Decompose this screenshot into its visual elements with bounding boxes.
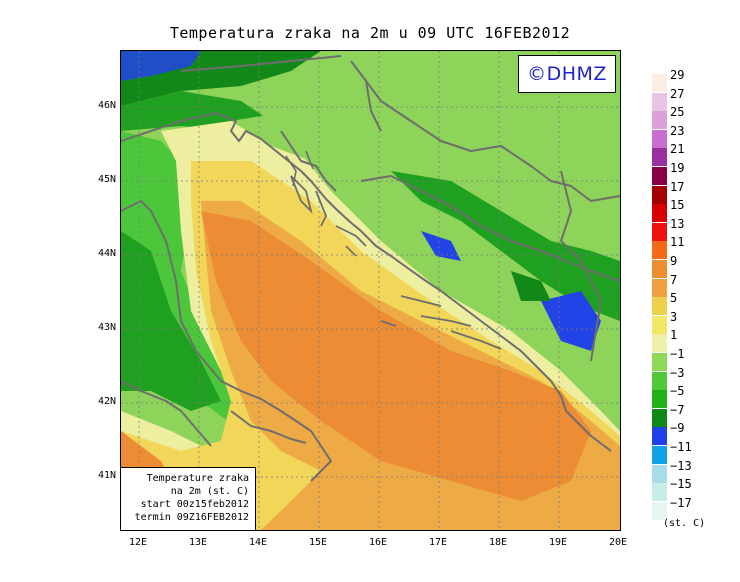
lat-label-45n: 45N	[97, 174, 116, 185]
legend-swatch	[652, 464, 667, 483]
lon-label-13e: 13E	[188, 537, 208, 548]
lat-label-42n: 42N	[97, 396, 116, 407]
legend-label: 23	[670, 123, 685, 138]
coast-green	[231, 111, 620, 381]
dinaric-cold-zone	[391, 171, 620, 321]
legend-label: 27	[670, 86, 685, 101]
legend-label: 29	[670, 68, 685, 82]
lon-label-12e: 12E	[128, 537, 148, 548]
legend-swatch	[652, 446, 667, 464]
lat-label-46n: 46N	[97, 100, 116, 111]
info-line-4: termin 09Z16FEB2012	[134, 512, 249, 523]
legend-swatch	[652, 260, 667, 278]
legend-swatch	[652, 501, 667, 520]
legend-label: 25	[670, 105, 685, 120]
info-line-1: Temperature zraka	[146, 473, 249, 484]
dhmz-logo: ©DHMZ	[518, 55, 616, 93]
lon-label-18e: 18E	[488, 537, 508, 548]
legend-label: −1	[670, 347, 685, 361]
sea-orange-zone	[201, 211, 591, 501]
italy-dark-green	[121, 231, 221, 411]
lon-label-15e: 15E	[308, 537, 328, 548]
legend-swatch	[652, 222, 667, 241]
legend-swatch	[652, 74, 667, 92]
legend-swatch	[652, 297, 667, 316]
legend-swatch	[652, 371, 667, 390]
legend-label: −5	[670, 384, 685, 399]
graticule	[121, 51, 620, 530]
islands	[290, 175, 502, 350]
legend-swatch	[652, 408, 667, 427]
cold-spot-1	[421, 231, 461, 261]
legend-label: 5	[670, 291, 678, 306]
lat-label-43n: 43N	[97, 322, 116, 333]
legend-swatch	[652, 483, 667, 502]
lon-label-14e: 14E	[248, 537, 268, 548]
lon-label-17e: 17E	[428, 537, 448, 548]
lon-label-20e: 20E	[608, 537, 628, 548]
legend-label: 7	[670, 272, 678, 287]
legend-label: −11	[670, 440, 692, 454]
legend-swatch	[652, 334, 667, 353]
lon-label-19e: 19E	[548, 537, 568, 548]
legend-label: 3	[670, 309, 678, 324]
legend-swatch	[652, 129, 667, 148]
legend-swatch	[652, 92, 667, 111]
legend-label: 13	[670, 216, 685, 231]
cold-spot-2	[541, 291, 601, 351]
coastlines	[121, 55, 620, 482]
legend-swatch	[652, 390, 667, 409]
legend-label: 17	[670, 179, 685, 194]
alps-very-cold-zone	[121, 51, 201, 81]
map-title: Temperatura zraka na 2m u 09 UTC 16FEB20…	[169, 24, 571, 42]
legend-label: 15	[670, 198, 685, 213]
legend-swatch	[652, 204, 667, 223]
info-box: Temperature zraka na 2m (st. C) start 00…	[121, 467, 256, 530]
island-details	[285, 150, 357, 257]
legend-swatch	[652, 353, 667, 371]
legend-units: (st. C)	[663, 518, 706, 529]
legend-swatch	[652, 111, 667, 130]
lon-label-16e: 16E	[368, 537, 388, 548]
legend-label: −7	[670, 402, 685, 417]
legend-swatch	[652, 278, 667, 297]
legend-label: 1	[670, 328, 678, 343]
legend-swatch	[652, 427, 667, 446]
legend-label: −3	[670, 365, 685, 380]
info-line-3: start 00z15feb2012	[140, 499, 249, 510]
temperature-map[interactable]: ©DHMZ Temperature zraka na 2m (st. C) st…	[120, 50, 621, 531]
legend-label: −9	[670, 421, 685, 436]
legend-label: −13	[670, 458, 692, 473]
legend-label: −15	[670, 477, 692, 492]
legend-swatch	[652, 185, 667, 204]
legend-swatch	[652, 148, 667, 167]
legend-label: 11	[670, 235, 685, 250]
legend-label: 19	[670, 161, 685, 175]
legend-label: 9	[670, 254, 678, 268]
lat-label-44n: 44N	[97, 248, 116, 259]
legend-swatch	[652, 167, 667, 185]
cold-spot-3	[511, 271, 551, 301]
legend-swatch	[652, 315, 667, 334]
info-line-2: na 2m (st. C)	[170, 486, 249, 497]
lat-label-41n: 41N	[97, 470, 116, 481]
legend-label: 21	[670, 142, 685, 157]
map-canvas	[121, 51, 620, 530]
legend-label: −17	[670, 495, 692, 510]
legend-swatch	[652, 241, 667, 260]
